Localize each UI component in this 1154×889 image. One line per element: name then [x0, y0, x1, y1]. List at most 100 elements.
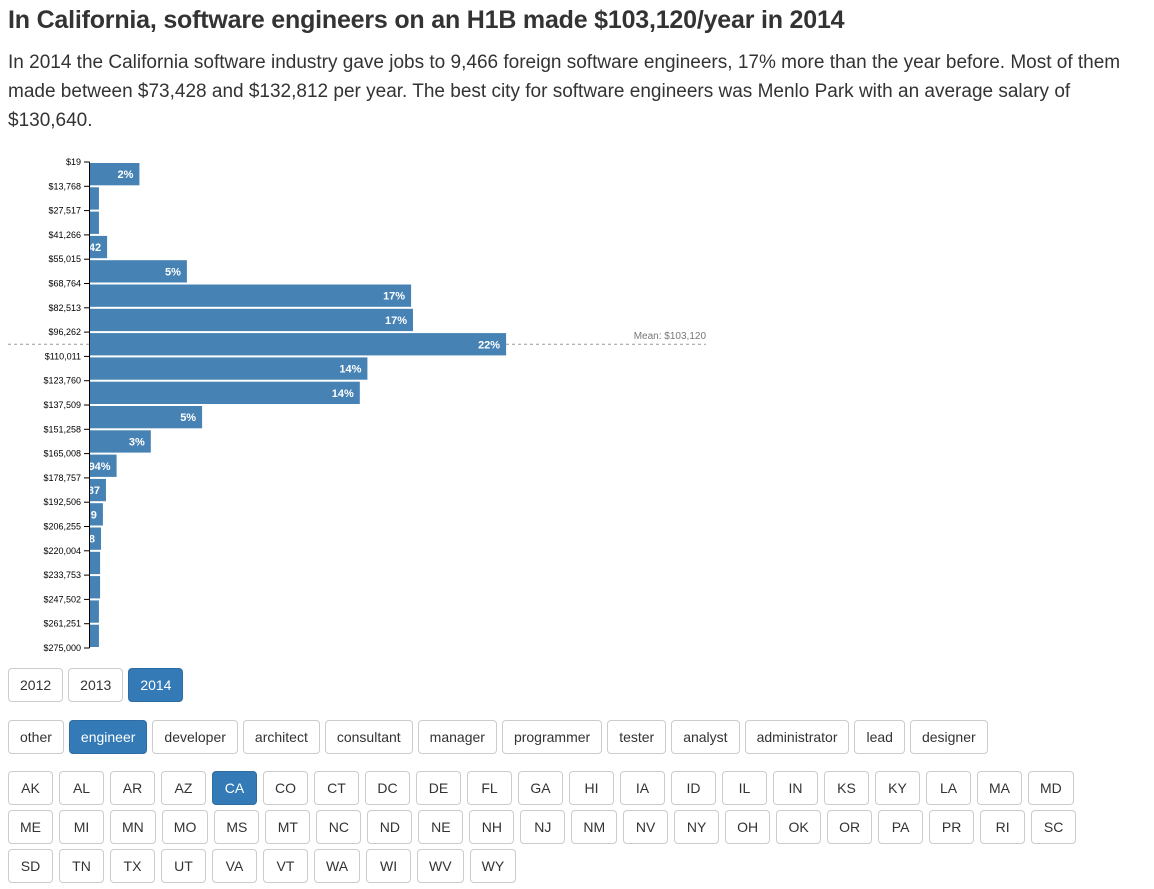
role-button-administrator[interactable]: administrator	[744, 720, 850, 754]
state-button-AR[interactable]: AR	[110, 771, 155, 805]
role-button-engineer[interactable]: engineer	[68, 720, 148, 754]
histogram-bar	[90, 381, 360, 404]
state-button-NH[interactable]: NH	[469, 810, 515, 844]
state-button-ID[interactable]: ID	[671, 771, 716, 805]
state-button-WV[interactable]: WV	[417, 849, 464, 883]
y-tick-label: $41,266	[48, 230, 81, 240]
year-button-2013[interactable]: 2013	[68, 668, 124, 702]
bar-label: 5%	[180, 412, 196, 424]
mean-label: Mean: $103,120	[634, 331, 707, 342]
state-button-UT[interactable]: UT	[161, 849, 206, 883]
state-button-IA[interactable]: IA	[620, 771, 665, 805]
state-button-VT[interactable]: VT	[263, 849, 308, 883]
y-tick-label: $82,513	[48, 303, 81, 313]
histogram-bar	[90, 260, 187, 283]
state-button-AL[interactable]: AL	[59, 771, 104, 805]
state-button-IN[interactable]: IN	[773, 771, 818, 805]
state-button-MT[interactable]: MT	[265, 810, 311, 844]
y-tick-label: $137,509	[43, 400, 81, 410]
bar-label: 5%	[165, 266, 181, 278]
histogram-bar	[90, 527, 102, 550]
state-button-PA[interactable]: PA	[878, 810, 924, 844]
state-button-NE[interactable]: NE	[418, 810, 464, 844]
state-button-DE[interactable]: DE	[416, 771, 461, 805]
y-tick-label: $192,506	[43, 497, 81, 507]
summary-text: In 2014 the California software industry…	[8, 52, 1121, 131]
state-button-NY[interactable]: NY	[674, 810, 720, 844]
state-button-CO[interactable]: CO	[263, 771, 308, 805]
state-button-MI[interactable]: MI	[59, 810, 104, 844]
year-selector: 2012 2013 2014	[8, 668, 1148, 702]
state-button-OH[interactable]: OH	[725, 810, 771, 844]
role-button-lead[interactable]: lead	[854, 720, 905, 754]
year-button-2014[interactable]: 2014	[128, 668, 184, 702]
state-button-ME[interactable]: ME	[8, 810, 53, 844]
bar-label: 8	[89, 534, 95, 546]
state-button-WY[interactable]: WY	[469, 849, 517, 883]
histogram-bar	[90, 430, 151, 453]
role-button-designer[interactable]: designer	[909, 720, 988, 754]
role-button-developer[interactable]: developer	[152, 720, 238, 754]
state-button-KY[interactable]: KY	[875, 771, 920, 805]
state-button-CT[interactable]: CT	[314, 771, 359, 805]
state-button-NV[interactable]: NV	[623, 810, 669, 844]
bar-label: 42	[89, 242, 101, 254]
state-button-PR[interactable]: PR	[929, 810, 975, 844]
role-button-manager[interactable]: manager	[417, 720, 497, 754]
histogram-bar	[90, 211, 99, 234]
state-button-OR[interactable]: OR	[827, 810, 873, 844]
state-button-TX[interactable]: TX	[110, 849, 155, 883]
state-button-AZ[interactable]: AZ	[161, 771, 206, 805]
role-button-consultant[interactable]: consultant	[324, 720, 413, 754]
state-button-TN[interactable]: TN	[59, 849, 104, 883]
y-tick-label: $55,015	[48, 254, 81, 264]
state-button-MD[interactable]: MD	[1028, 771, 1074, 805]
histogram-bar	[90, 503, 103, 526]
histogram-bar	[90, 406, 203, 429]
y-tick-label: $247,502	[43, 594, 81, 604]
state-button-IL[interactable]: IL	[722, 771, 767, 805]
bar-label: 94%	[89, 461, 111, 473]
state-button-LA[interactable]: LA	[926, 771, 971, 805]
state-button-RI[interactable]: RI	[980, 810, 1026, 844]
state-button-MA[interactable]: MA	[977, 771, 1022, 805]
state-button-NC[interactable]: NC	[316, 810, 362, 844]
year-button-2012[interactable]: 2012	[8, 668, 64, 702]
role-button-analyst[interactable]: analyst	[671, 720, 740, 754]
state-button-WA[interactable]: WA	[314, 849, 361, 883]
y-tick-label: $96,262	[48, 327, 81, 337]
state-button-MO[interactable]: MO	[161, 810, 209, 844]
histogram-bar	[90, 454, 117, 477]
y-tick-label: $178,757	[43, 473, 81, 483]
state-button-CA[interactable]: CA	[212, 771, 257, 805]
histogram-bar	[90, 333, 507, 356]
state-button-SC[interactable]: SC	[1031, 810, 1077, 844]
state-button-FL[interactable]: FL	[467, 771, 512, 805]
state-button-HI[interactable]: HI	[569, 771, 614, 805]
role-button-architect[interactable]: architect	[242, 720, 320, 754]
state-button-MS[interactable]: MS	[214, 810, 260, 844]
state-button-WI[interactable]: WI	[366, 849, 412, 883]
role-button-programmer[interactable]: programmer	[501, 720, 603, 754]
state-button-VA[interactable]: VA	[212, 849, 257, 883]
state-button-GA[interactable]: GA	[518, 771, 563, 805]
state-button-AK[interactable]: AK	[8, 771, 53, 805]
state-button-NJ[interactable]: NJ	[520, 810, 566, 844]
state-button-SD[interactable]: SD	[8, 849, 53, 883]
state-button-ND[interactable]: ND	[367, 810, 413, 844]
state-button-DC[interactable]: DC	[365, 771, 410, 805]
role-button-other[interactable]: other	[8, 720, 64, 754]
y-tick-label: $110,011	[45, 351, 81, 361]
role-button-tester[interactable]: tester	[607, 720, 667, 754]
y-tick-label: $123,760	[43, 376, 81, 386]
histogram-bar	[90, 235, 108, 259]
role-selector: other engineer developer architect consultan…	[8, 720, 1148, 754]
y-tick-label: $233,753	[43, 570, 81, 580]
state-button-NM[interactable]: NM	[571, 810, 618, 844]
bar-label: 14%	[332, 388, 354, 400]
state-button-KS[interactable]: KS	[824, 771, 869, 805]
state-button-OK[interactable]: OK	[776, 810, 822, 844]
state-button-MN[interactable]: MN	[110, 810, 156, 844]
histogram-bar	[90, 624, 99, 647]
y-tick-label: $275,000	[43, 643, 81, 653]
